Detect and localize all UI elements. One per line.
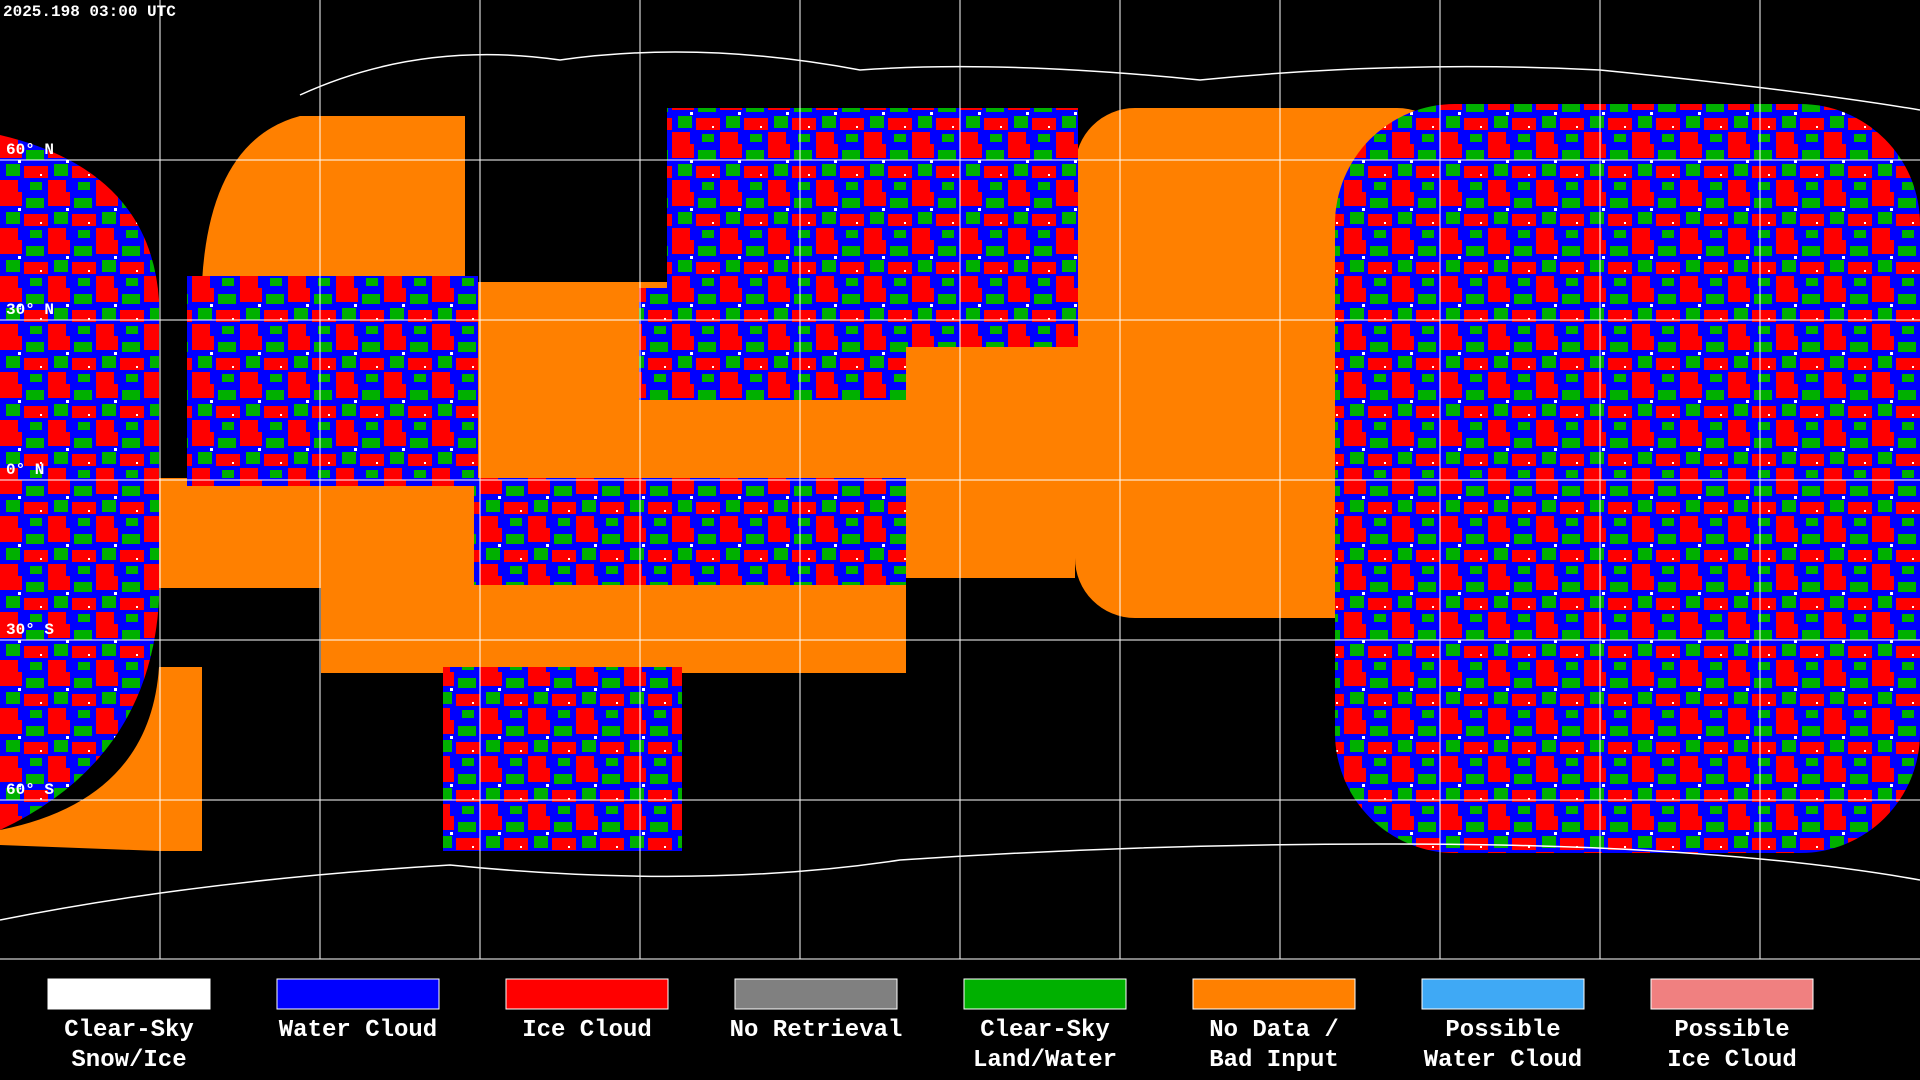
- latitude-label: 60° N: [6, 141, 54, 159]
- graticule: [0, 0, 1920, 960]
- legend-label: Ice Cloud: [522, 1017, 652, 1044]
- legend-label: Land/Water: [973, 1047, 1117, 1074]
- legend: Clear-Sky Snow/Ice Water Cloud Ice Cloud No …: [47, 978, 1814, 1074]
- latitude-label: 60° S: [6, 781, 54, 799]
- legend-swatch: [276, 978, 440, 1010]
- legend-swatch: [1192, 978, 1356, 1010]
- legend-label: Water Cloud: [1424, 1047, 1582, 1074]
- legend-swatch: [1421, 978, 1585, 1010]
- legend-swatch: [963, 978, 1127, 1010]
- legend-label: Clear-Sky: [980, 1017, 1110, 1044]
- legend-label: Possible: [1674, 1017, 1789, 1044]
- legend-label: Clear-Sky: [64, 1017, 194, 1044]
- cloud-mask-regions: [0, 104, 1920, 853]
- legend-label: No Data /: [1209, 1017, 1339, 1044]
- legend-label: No Retrieval: [730, 1017, 903, 1044]
- coastlines: [0, 51, 1920, 921]
- timestamp: 2025.198 03:00 UTC: [3, 3, 176, 21]
- legend-label: Snow/Ice: [71, 1047, 186, 1074]
- legend-label: Possible: [1445, 1017, 1560, 1044]
- latitude-label: 30° S: [6, 621, 54, 639]
- latitude-labels: 60° N 30° N 0° N 30° S 60° S: [6, 141, 54, 799]
- legend-label: Water Cloud: [279, 1017, 437, 1044]
- legend-swatch: [47, 978, 211, 1010]
- latitude-label: 30° N: [6, 301, 54, 319]
- legend-swatch: [734, 978, 898, 1010]
- legend-swatch: [505, 978, 669, 1010]
- legend-swatch: [1650, 978, 1814, 1010]
- latitude-label: 0° N: [6, 461, 44, 479]
- legend-label: Bad Input: [1209, 1047, 1339, 1074]
- legend-label: Ice Cloud: [1667, 1047, 1797, 1074]
